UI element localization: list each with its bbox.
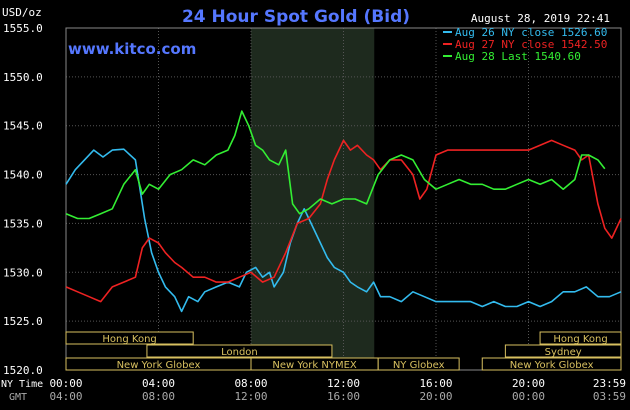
y-tick-label: 1530.0	[3, 266, 43, 279]
ny-time-label: NY Time	[1, 379, 43, 390]
y-tick-label: 1540.0	[3, 169, 43, 182]
session-bar	[539, 331, 622, 345]
x-tick-label-gmt: 16:00	[327, 390, 360, 403]
x-tick-label-gmt: 12:00	[234, 390, 267, 403]
x-tick-label-ny: 00:00	[49, 377, 82, 390]
series-line	[65, 148, 622, 313]
y-tick-label: 1555.0	[3, 22, 43, 35]
session-label: New York NYMEX	[272, 360, 357, 371]
timestamp: August 28, 2019 22:41	[471, 12, 610, 25]
x-tick-label-ny: 16:00	[419, 377, 452, 390]
y-tick-label: 1545.0	[3, 120, 43, 133]
series-lines	[65, 110, 622, 313]
x-tick-label-ny: 04:00	[142, 377, 175, 390]
session-bar	[504, 344, 622, 358]
session-bar	[65, 331, 194, 345]
x-tick-label-ny: 12:00	[327, 377, 360, 390]
x-tick-label-ny: 20:00	[512, 377, 545, 390]
session-bar	[146, 344, 333, 358]
x-tick-label-gmt: 20:00	[419, 390, 452, 403]
x-tick-label-gmt: 08:00	[142, 390, 175, 403]
session-bar	[481, 357, 622, 371]
session-label: New York Globex	[117, 360, 201, 371]
x-axis: 00:0004:0004:0008:0008:0012:0012:0016:00…	[49, 377, 626, 403]
x-tick-label-gmt: 04:00	[49, 390, 82, 403]
y-tick-label: 1525.0	[3, 315, 43, 328]
legend-entry: Aug 27 NY close 1542.50	[455, 38, 607, 51]
x-tick-label-gmt: 00:00	[512, 390, 545, 403]
trading-sessions: Hong Kong London New York Globex New York N…	[65, 331, 622, 371]
x-tick-label-ny: 23:59	[593, 377, 626, 390]
y-tick-label: 1550.0	[3, 71, 43, 84]
gmt-label: GMT	[9, 392, 27, 403]
session-label: London	[221, 347, 258, 358]
y-axis: 1520.0 1525.0 1530.0 1535.0 1540.0 1545.0 1550…	[3, 22, 43, 377]
session-label: Sydney	[545, 347, 582, 358]
session-label: NY Globex	[393, 360, 445, 371]
chart-title: 24 Hour Spot Gold (Bid)	[182, 7, 410, 27]
session-label: Hong Kong	[102, 334, 156, 345]
y-tick-label: 1535.0	[3, 217, 43, 230]
series-line	[65, 139, 622, 303]
legend-entry: Aug 28 Last 1540.60	[455, 50, 581, 63]
series-line	[65, 110, 606, 220]
website-link[interactable]: www.kitco.com	[68, 40, 196, 58]
session-label: New York Globex	[510, 360, 594, 371]
x-tick-label-ny: 08:00	[234, 377, 267, 390]
session-label: Hong Kong	[553, 334, 607, 345]
y-tick-label: 1520.0	[3, 364, 43, 377]
legend-entry: Aug 26 NY close 1526.60	[455, 26, 607, 39]
session-bar	[377, 357, 460, 371]
y-axis-label: USD/oz	[2, 6, 42, 19]
x-tick-label-gmt: 03:59	[593, 390, 626, 403]
